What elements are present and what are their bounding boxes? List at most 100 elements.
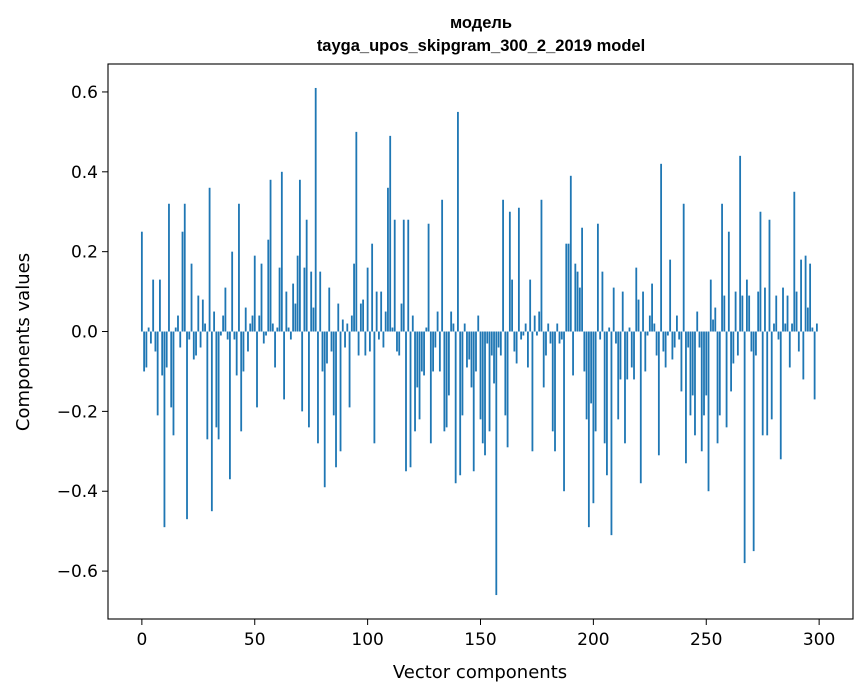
bar-212 <box>619 331 622 380</box>
bar-75 <box>310 271 313 332</box>
bar-125 <box>423 331 425 376</box>
bar-230 <box>660 163 663 332</box>
bar-156 <box>493 331 495 384</box>
bar-42 <box>235 331 238 376</box>
bar-153 <box>486 331 489 344</box>
bar-192 <box>574 263 577 332</box>
bar-175 <box>536 331 538 336</box>
bar-113 <box>396 331 398 352</box>
bar-270 <box>750 331 753 352</box>
bar-297 <box>811 327 814 332</box>
bar-249 <box>703 331 705 416</box>
bar-27 <box>201 299 204 332</box>
bar-224 <box>646 331 649 336</box>
bar-184 <box>556 323 559 332</box>
bar-1 <box>143 331 146 372</box>
bar-34 <box>217 331 220 440</box>
bar-161 <box>504 331 507 416</box>
bar-32 <box>213 311 216 332</box>
bar-109 <box>387 187 389 332</box>
bar-49 <box>251 315 254 332</box>
bar-254 <box>714 307 717 332</box>
bar-31 <box>210 331 213 512</box>
bar-216 <box>628 327 631 332</box>
bar-196 <box>583 331 586 372</box>
bar-247 <box>698 331 701 348</box>
bar-217 <box>630 331 633 368</box>
bar-4 <box>149 331 152 344</box>
bar-295 <box>806 307 809 332</box>
bar-172 <box>529 279 532 332</box>
bar-202 <box>596 223 599 332</box>
bar-152 <box>484 331 486 456</box>
bar-107 <box>382 331 385 348</box>
bar-22 <box>190 263 193 332</box>
bar-268 <box>745 279 748 332</box>
bar-170 <box>524 323 527 332</box>
bar-76 <box>312 307 315 332</box>
bar-74 <box>308 331 310 428</box>
y-tick-label: −0.4 <box>57 482 98 502</box>
bar-256 <box>718 331 721 416</box>
bar-210 <box>615 331 617 344</box>
bar-200 <box>592 331 595 504</box>
bar-186 <box>560 331 563 340</box>
bar-24 <box>195 331 197 356</box>
bar-234 <box>669 259 672 332</box>
bar-284 <box>782 287 784 332</box>
bar-258 <box>723 295 726 332</box>
y-tick-label: 0.6 <box>71 83 98 103</box>
bar-215 <box>626 331 629 380</box>
bar-44 <box>240 331 243 432</box>
bar-272 <box>755 331 757 356</box>
bar-115 <box>400 303 403 332</box>
bar-168 <box>520 331 523 340</box>
bar-78 <box>317 331 319 444</box>
bar-164 <box>511 279 514 332</box>
bar-296 <box>809 263 812 332</box>
bar-198 <box>587 331 590 528</box>
bar-222 <box>642 291 644 332</box>
bar-269 <box>748 295 751 332</box>
chart-subtitle: tayga_upos_skipgram_300_2_2019 model <box>317 37 645 55</box>
bar-58 <box>271 323 274 332</box>
bar-57 <box>269 179 272 332</box>
bar-220 <box>637 299 640 332</box>
bar-133 <box>441 199 444 332</box>
y-tick-label: −0.6 <box>57 562 98 582</box>
bar-123 <box>418 331 421 420</box>
bar-229 <box>657 331 660 456</box>
bar-47 <box>247 331 249 352</box>
bar-271 <box>752 331 755 552</box>
bar-106 <box>380 291 383 332</box>
bar-88 <box>339 331 342 452</box>
bar-38 <box>226 331 229 340</box>
bar-121 <box>414 331 416 432</box>
x-tick-label: 200 <box>577 630 609 650</box>
bar-285 <box>784 323 787 332</box>
bar-264 <box>736 331 739 356</box>
bar-69 <box>296 255 299 332</box>
y-axis-label: Components values <box>13 253 34 431</box>
bar-280 <box>773 323 775 332</box>
bar-143 <box>463 323 466 332</box>
bar-151 <box>481 331 484 444</box>
bar-245 <box>694 331 696 436</box>
bar-251 <box>707 331 710 492</box>
bar-98 <box>362 299 365 332</box>
bar-243 <box>689 331 692 416</box>
bar-239 <box>680 331 683 392</box>
bar-131 <box>436 311 439 332</box>
bar-12 <box>168 203 170 332</box>
bar-231 <box>662 331 665 352</box>
bar-283 <box>779 331 782 460</box>
bar-252 <box>709 279 712 332</box>
bar-290 <box>795 291 798 332</box>
bar-89 <box>341 319 344 332</box>
bar-39 <box>229 331 231 480</box>
x-axis-label: Vector components <box>393 662 567 683</box>
bar-240 <box>682 203 685 332</box>
bar-176 <box>538 311 541 332</box>
bar-91 <box>346 323 349 332</box>
bar-228 <box>655 331 658 356</box>
